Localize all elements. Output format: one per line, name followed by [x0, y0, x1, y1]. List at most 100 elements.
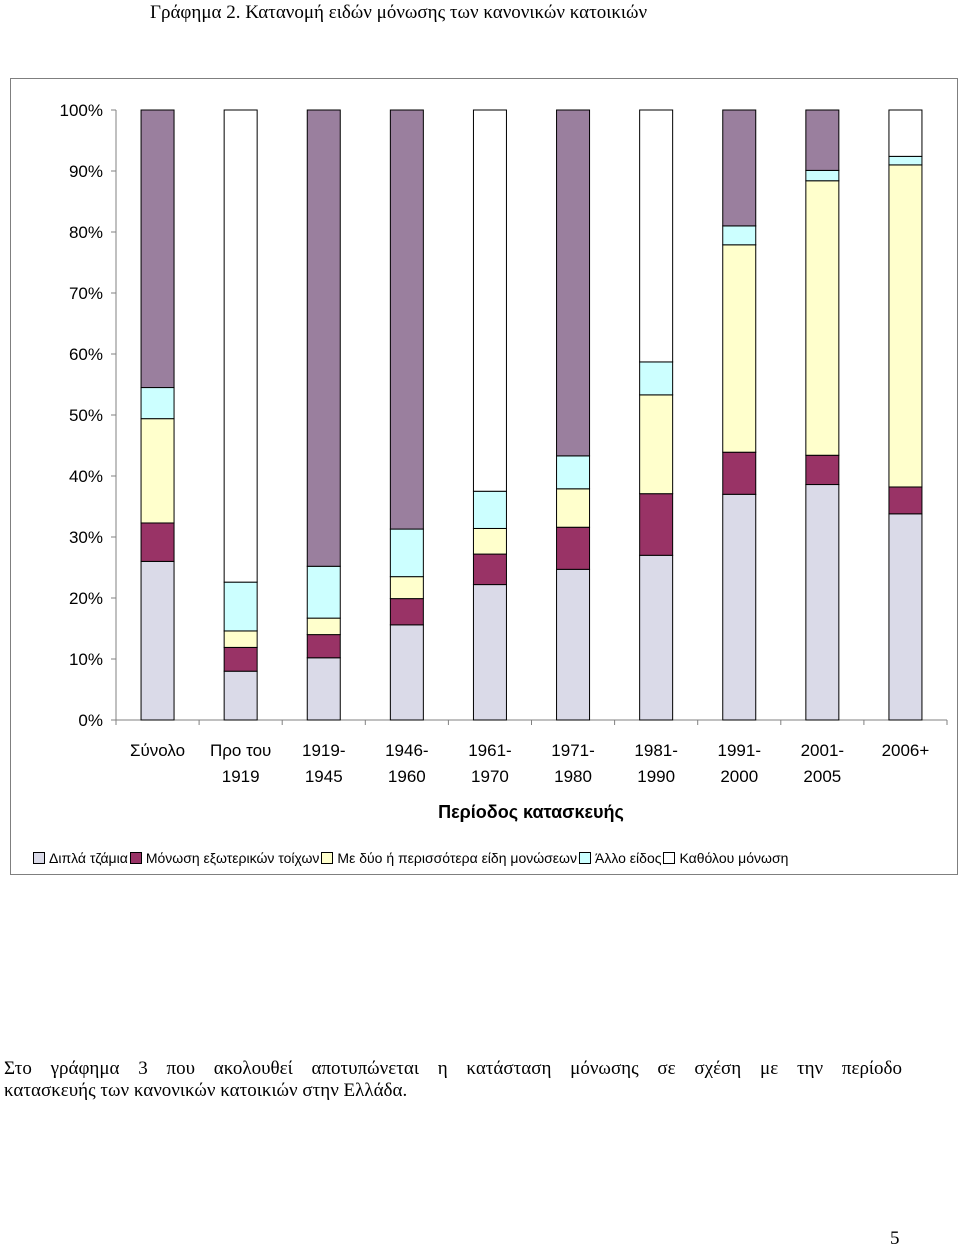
y-tick-label: 60% [69, 345, 103, 364]
x-tick-label: 1960 [388, 767, 426, 786]
y-tick-label: 40% [69, 467, 103, 486]
bar-segment [223, 109, 258, 583]
y-tick-label: 70% [69, 284, 103, 303]
x-tick-label: 1919 [222, 767, 260, 786]
bar-segment [306, 617, 341, 636]
y-tick-label: 0% [78, 711, 103, 730]
bar-segment [472, 109, 507, 492]
x-tick-label: 1946- [385, 741, 428, 760]
legend-item: Με δύο ή περισσότερα είδη μονώσεων [319, 850, 577, 866]
x-tick-label: 1961- [468, 741, 511, 760]
y-tick-label: 10% [69, 650, 103, 669]
bar-segment [888, 513, 923, 721]
bar-segment [556, 568, 591, 721]
bar-segment [556, 526, 591, 570]
x-tick-label: 2006+ [882, 741, 930, 760]
bar-segment [805, 109, 840, 171]
bar-segment [805, 169, 840, 182]
bar-segment [223, 630, 258, 648]
bar-segment [722, 451, 757, 495]
y-tick-label: 20% [69, 589, 103, 608]
bar-segment [389, 576, 424, 600]
bar-segment [223, 581, 258, 632]
bar-segment [722, 244, 757, 453]
x-tick-label: Προ του [210, 741, 271, 760]
bar-segment [722, 493, 757, 721]
page-number: 5 [890, 1228, 900, 1249]
bar-segment [389, 528, 424, 578]
legend-label: Καθόλου μόνωση [679, 850, 789, 866]
x-tick-label: 1971- [551, 741, 594, 760]
y-tick-label: 90% [69, 162, 103, 181]
x-tick-label: Σύνολο [130, 741, 185, 760]
bar-segment [472, 553, 507, 586]
x-tick-label: 2000 [720, 767, 758, 786]
chart-legend: Διπλά τζάμια Μόνωση εξωτερικών τοίχων Με δ… [31, 849, 788, 867]
paragraph-line-1: Στο γράφημα 3 που ακολουθεί αποτυπώνεται… [4, 1058, 902, 1079]
y-tick-label: 80% [69, 223, 103, 242]
bar-segment [805, 454, 840, 486]
x-tick-label: 2005 [803, 767, 841, 786]
legend-item: Μόνωση εξωτερικών τοίχων [128, 850, 320, 866]
y-tick-label: 100% [60, 101, 103, 120]
x-tick-label: 1991- [718, 741, 761, 760]
legend-swatch [663, 852, 676, 864]
bar-segment [805, 484, 840, 721]
bar-segment [306, 565, 341, 619]
legend-swatch [578, 852, 591, 864]
body-paragraph: Στο γράφημα 3 που ακολουθεί αποτυπώνεται… [4, 1058, 924, 1102]
bar-segment [306, 109, 341, 567]
bar-segment [306, 634, 341, 659]
x-tick-label: 1981- [634, 741, 677, 760]
y-tick-label: 50% [69, 406, 103, 425]
bar-segment [639, 394, 674, 495]
bar-segment [140, 109, 175, 389]
bar-segment [472, 490, 507, 529]
legend-swatch [321, 852, 334, 864]
stacked-bar-chart: 0% 10% 20% 30% 40% 50% 60% 70% 80% 90% 100% Σύνολο Π… [60, 101, 948, 822]
bar-segment [223, 646, 258, 672]
x-tick-label: 1945 [305, 767, 343, 786]
bar-segment [639, 493, 674, 556]
bar-segment [639, 109, 674, 363]
x-tick-label: 1970 [471, 767, 509, 786]
legend-label: Άλλο είδος [594, 850, 662, 866]
bar-segment [888, 155, 923, 166]
chart-frame: 0% 10% 20% 30% 40% 50% 60% 70% 80% 90% 100% Σύνολο Π… [10, 78, 958, 875]
y-tick-label: 30% [69, 528, 103, 547]
bar-segment [140, 522, 175, 562]
bar-segment [472, 527, 507, 555]
x-tick-label: 1990 [637, 767, 675, 786]
legend-item: Διπλά τζάμια [31, 850, 128, 866]
bar-segment [306, 657, 341, 721]
bar-segment [888, 486, 923, 515]
bar-segment [389, 598, 424, 626]
legend-item: Καθόλου μόνωση [661, 850, 788, 866]
paragraph-line-2: κατασκευής των κανονικών κατοικιών στην … [4, 1080, 408, 1101]
legend-swatch [33, 852, 45, 864]
bar-segment [722, 225, 757, 246]
legend-label: Μόνωση εξωτερικών τοίχων [145, 850, 320, 866]
x-tick-label: 1919- [302, 741, 345, 760]
bar-segment [888, 164, 923, 488]
legend-item: Άλλο είδος [577, 850, 662, 866]
bar-segment [556, 455, 591, 490]
x-axis-title: Περίοδος κατασκευής [438, 802, 624, 822]
x-tick-label: 1980 [554, 767, 592, 786]
legend-swatch [129, 852, 142, 864]
bar-segment [140, 418, 175, 524]
legend-label: Με δύο ή περισσότερα είδη μονώσεων [337, 850, 577, 866]
bar-segment [140, 560, 175, 721]
bar-segment [888, 109, 923, 157]
bar-segment [805, 180, 840, 456]
bar-segment [140, 387, 175, 420]
bar-segment [556, 488, 591, 528]
bar-segment [389, 624, 424, 721]
bar-segment [556, 109, 591, 457]
bar-segment [639, 554, 674, 721]
legend-label: Διπλά τζάμια [49, 850, 128, 866]
bar-segment [223, 670, 258, 721]
bar-segment [472, 584, 507, 721]
bar-segment [389, 109, 424, 530]
bar-segment [639, 361, 674, 396]
